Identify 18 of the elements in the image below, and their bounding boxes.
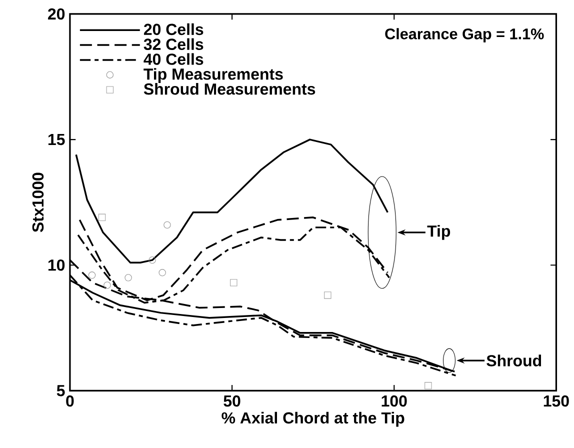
y-tick-label: 20 [48,8,65,20]
x-tick-label: 50 [224,396,240,407]
x-axis-title: % Axial Chord at the Tip [222,412,404,427]
y-tick-label: 15 [48,134,65,146]
annotation: Shroud [486,354,542,367]
annotation: Clearance Gap = 1.1% [385,28,544,43]
annotation: Tip [427,225,450,240]
legend-label: 32 Cells [144,38,204,50]
legend-label: Shroud Measurements [144,83,316,95]
legend-label: 40 Cells [144,53,204,66]
y-tick-label: 5 [56,385,65,396]
x-tick-label: 150 [544,396,569,407]
x-tick-label: 0 [66,396,74,407]
legend-label: Tip Measurements [144,68,283,84]
y-tick-label: 10 [48,260,65,271]
y-axis-title: Stx1000 [32,172,44,232]
legend-label: 20 Cells [144,24,204,36]
x-tick-label: 100 [382,396,407,407]
